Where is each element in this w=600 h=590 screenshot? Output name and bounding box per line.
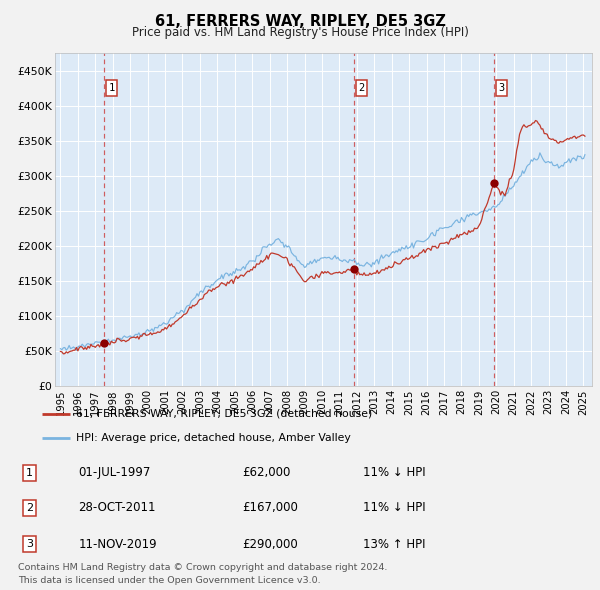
Text: 11% ↓ HPI: 11% ↓ HPI — [364, 466, 426, 480]
Text: Price paid vs. HM Land Registry's House Price Index (HPI): Price paid vs. HM Land Registry's House … — [131, 26, 469, 39]
Text: 28-OCT-2011: 28-OCT-2011 — [78, 502, 156, 514]
Text: HPI: Average price, detached house, Amber Valley: HPI: Average price, detached house, Ambe… — [76, 434, 350, 443]
Text: 01-JUL-1997: 01-JUL-1997 — [78, 466, 151, 480]
Text: £62,000: £62,000 — [242, 466, 291, 480]
Text: 2: 2 — [358, 83, 364, 93]
Text: 11-NOV-2019: 11-NOV-2019 — [78, 537, 157, 550]
Text: £167,000: £167,000 — [242, 502, 298, 514]
Text: 3: 3 — [498, 83, 505, 93]
Text: 61, FERRERS WAY, RIPLEY, DE5 3GZ (detached house): 61, FERRERS WAY, RIPLEY, DE5 3GZ (detach… — [76, 409, 372, 419]
Text: Contains HM Land Registry data © Crown copyright and database right 2024.
This d: Contains HM Land Registry data © Crown c… — [18, 563, 388, 585]
Text: 1: 1 — [109, 83, 115, 93]
Text: 13% ↑ HPI: 13% ↑ HPI — [364, 537, 426, 550]
Text: 3: 3 — [26, 539, 33, 549]
Text: 11% ↓ HPI: 11% ↓ HPI — [364, 502, 426, 514]
Text: 1: 1 — [26, 468, 33, 478]
Text: 61, FERRERS WAY, RIPLEY, DE5 3GZ: 61, FERRERS WAY, RIPLEY, DE5 3GZ — [155, 14, 445, 29]
Text: £290,000: £290,000 — [242, 537, 298, 550]
Text: 2: 2 — [26, 503, 33, 513]
